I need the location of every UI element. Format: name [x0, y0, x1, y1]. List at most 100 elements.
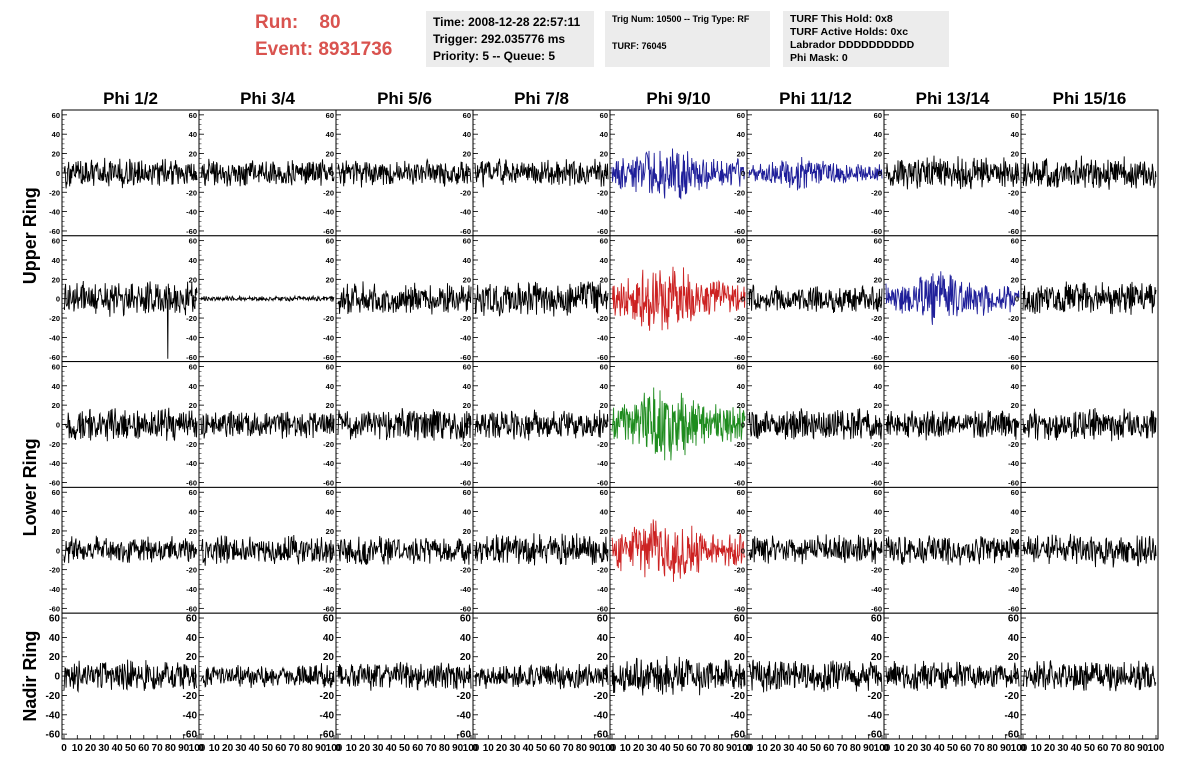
- y-tick-label: -60: [323, 604, 334, 613]
- y-tick-label: 20: [52, 275, 60, 284]
- y-tick-label: -60: [731, 730, 746, 741]
- y-tick-label: 0: [328, 672, 334, 683]
- waveform-trace: [337, 281, 472, 315]
- x-tick-label: 30: [235, 743, 247, 754]
- y-tick-label: -20: [597, 440, 608, 449]
- y-tick-label: -60: [871, 353, 882, 362]
- waveform-trace: [63, 157, 198, 189]
- y-tick-label: 0: [330, 546, 334, 555]
- x-tick-label: 100: [737, 743, 754, 754]
- y-tick-label: 0: [330, 295, 334, 304]
- x-tick-label: 40: [1071, 743, 1083, 754]
- y-tick-label: -60: [457, 730, 472, 741]
- y-tick-label: -20: [186, 314, 197, 323]
- y-tick-label: 60: [737, 111, 745, 120]
- x-tick-label: 80: [850, 743, 862, 754]
- x-tick-label: 30: [920, 743, 932, 754]
- y-tick-label: -40: [871, 333, 882, 342]
- y-tick-label: 40: [1011, 382, 1019, 391]
- y-tick-label: -20: [186, 440, 197, 449]
- x-tick-label: 40: [249, 743, 261, 754]
- y-tick-label: 60: [1011, 111, 1019, 120]
- y-tick-label: 40: [871, 633, 883, 644]
- y-tick-label: -40: [1005, 710, 1020, 721]
- waveform-panel-r4-c3: -60 -40 -20 0 20 40 60: [323, 486, 474, 614]
- y-tick-label: 40: [874, 508, 882, 517]
- waveform-panel-r1-c2: -60 -40 -20 0 20 40 60: [186, 109, 337, 237]
- waveform-trace: [64, 407, 198, 442]
- x-tick-label: 10: [1031, 743, 1043, 754]
- trig-num-text: Trig Num: 10500 -- Trig Type: RF: [612, 14, 750, 24]
- y-tick-label: 40: [463, 256, 471, 265]
- waveform-panel-r2-c3: -60 -40 -20 0 20 40 60: [323, 235, 474, 363]
- x-tick-label: 20: [85, 743, 97, 754]
- x-tick-label: 90: [1000, 743, 1012, 754]
- x-tick-label: 0: [472, 743, 478, 754]
- y-tick-label: -20: [734, 566, 745, 575]
- x-tick-label: 10: [757, 743, 769, 754]
- event-header: Run: 80 Event: 8931736 Time: 2008-12-28 …: [0, 0, 1196, 80]
- y-tick-label: 0: [56, 295, 60, 304]
- y-tick-label: 40: [1011, 256, 1019, 265]
- y-tick-label: 20: [600, 527, 608, 536]
- y-tick-label: 60: [874, 111, 882, 120]
- y-tick-label: 20: [737, 527, 745, 536]
- waveform-trace: [611, 387, 746, 461]
- waveform-trace: [1022, 533, 1157, 568]
- y-tick-label: -40: [460, 585, 471, 594]
- x-tick-label: 30: [646, 743, 658, 754]
- y-tick-label: 20: [189, 527, 197, 536]
- y-tick-label: 40: [189, 382, 197, 391]
- y-tick-label: -60: [323, 353, 334, 362]
- y-tick-label: 20: [189, 401, 197, 410]
- y-tick-label: 0: [191, 672, 197, 683]
- y-tick-label: 60: [463, 237, 471, 246]
- y-tick-label: 20: [597, 652, 609, 663]
- y-tick-label: 60: [737, 488, 745, 497]
- y-tick-label: 20: [1011, 527, 1019, 536]
- y-tick-label: 20: [734, 652, 746, 663]
- waveform-trace: [200, 294, 335, 303]
- y-tick-label: -60: [597, 353, 608, 362]
- column-header-phi-7: Phi 13/14: [916, 89, 990, 108]
- waveform-trace: [337, 535, 472, 565]
- y-tick-label: -60: [1005, 730, 1020, 741]
- x-tick-label: 60: [549, 743, 561, 754]
- y-tick-label: -40: [1008, 585, 1019, 594]
- y-tick-label: -60: [868, 730, 883, 741]
- y-tick-label: 0: [1015, 421, 1019, 430]
- phi-mask-text: Phi Mask: 0: [790, 52, 848, 64]
- y-tick-label: 60: [463, 488, 471, 497]
- y-tick-label: -20: [46, 691, 61, 702]
- y-tick-label: 60: [189, 488, 197, 497]
- y-tick-label: 60: [189, 362, 197, 371]
- y-tick-label: 0: [878, 546, 882, 555]
- y-tick-label: 0: [604, 295, 608, 304]
- y-tick-label: 40: [600, 382, 608, 391]
- y-tick-label: -20: [49, 440, 60, 449]
- x-tick-label: 100: [326, 743, 343, 754]
- y-tick-label: 40: [463, 508, 471, 517]
- y-tick-label: -20: [323, 314, 334, 323]
- y-tick-label: -60: [871, 604, 882, 613]
- x-tick-label: 60: [138, 743, 150, 754]
- y-tick-label: -20: [186, 566, 197, 575]
- y-tick-label: 40: [326, 256, 334, 265]
- y-tick-label: 40: [600, 130, 608, 139]
- run-number: Run: 80: [255, 12, 341, 34]
- y-tick-label: 20: [49, 652, 61, 663]
- x-tick-label: 100: [874, 743, 891, 754]
- x-tick-label: 50: [399, 743, 411, 754]
- y-tick-label: 0: [741, 421, 745, 430]
- waveform-panel-r2-c5: -60 -40 -20 0 20 40 60: [597, 235, 748, 363]
- panel-frame: [1020, 361, 1159, 488]
- y-tick-label: -40: [323, 333, 334, 342]
- y-tick-label: 0: [1015, 295, 1019, 304]
- y-tick-label: -40: [1008, 459, 1019, 468]
- x-tick-label: 90: [452, 743, 464, 754]
- y-tick-label: 60: [52, 237, 60, 246]
- x-tick-label: 60: [1097, 743, 1109, 754]
- y-tick-label: 0: [193, 169, 197, 178]
- x-tick-label: 100: [1011, 743, 1028, 754]
